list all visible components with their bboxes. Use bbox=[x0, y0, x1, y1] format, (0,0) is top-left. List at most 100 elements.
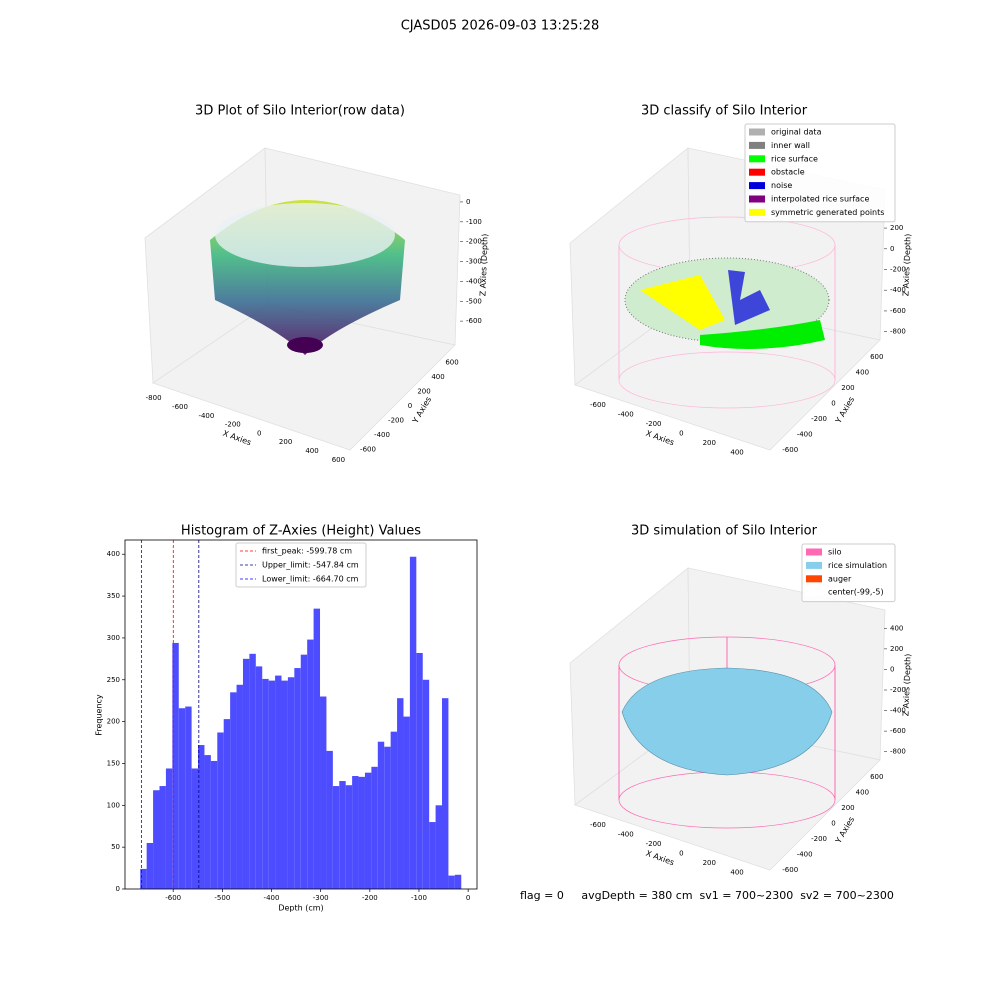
bar bbox=[185, 706, 192, 889]
y-tick-label: 400 bbox=[856, 368, 869, 376]
x-tick-label: 200 bbox=[703, 859, 716, 867]
y-tick-label: 600 bbox=[445, 358, 458, 366]
legend-box bbox=[235, 542, 367, 588]
bar bbox=[326, 750, 333, 889]
y-tick-label: 300 bbox=[107, 634, 120, 642]
bar bbox=[140, 868, 147, 889]
x-tick-label: 600 bbox=[332, 456, 345, 464]
z-tick-label: 200 bbox=[890, 645, 903, 653]
z-tick-label: -600 bbox=[890, 727, 906, 735]
legend-label: noise bbox=[771, 181, 792, 190]
y-tick-label: 0 bbox=[831, 820, 835, 828]
legend-box bbox=[801, 543, 896, 603]
y-tick-label: 200 bbox=[417, 387, 430, 395]
panel-title: 3D simulation of Silo Interior bbox=[631, 524, 818, 539]
z-tick-label: -800 bbox=[890, 328, 906, 336]
bar bbox=[165, 768, 173, 889]
x-tick-label: -400 bbox=[264, 894, 280, 902]
point-cloud bbox=[728, 270, 770, 325]
z-tick-label: -200 bbox=[890, 686, 906, 694]
bar bbox=[281, 680, 288, 889]
footer: flag = 0 avgDepth = 380 cm sv1 = 700~230… bbox=[520, 889, 894, 902]
bar bbox=[416, 652, 423, 889]
z-tick-label: 400 bbox=[890, 624, 903, 632]
x-tick-label: -400 bbox=[198, 412, 214, 420]
z-axis-label: Z Axies (Depth) bbox=[901, 654, 912, 717]
z-tick-label: 0 bbox=[890, 665, 894, 673]
y-axis-label: Frequency bbox=[95, 694, 104, 736]
bar bbox=[358, 776, 365, 889]
x-tick-label: 400 bbox=[730, 448, 743, 456]
z-tick-label: -400 bbox=[890, 707, 906, 715]
bar bbox=[275, 675, 282, 889]
legend-swatch bbox=[749, 182, 765, 190]
bar bbox=[403, 716, 410, 889]
y-tick-label: -400 bbox=[374, 431, 390, 439]
legend-label: rice simulation bbox=[828, 561, 887, 570]
bar bbox=[435, 805, 443, 889]
bar bbox=[313, 608, 321, 889]
y-tick-label: 100 bbox=[107, 801, 120, 809]
bar bbox=[262, 678, 269, 889]
legend-swatch bbox=[749, 195, 765, 203]
legend-label: obstacle bbox=[771, 168, 805, 177]
legend-label: auger bbox=[828, 574, 852, 583]
x-tick-label: -600 bbox=[172, 403, 188, 411]
legend-label: inner wall bbox=[771, 141, 810, 150]
y-tick-label: 600 bbox=[870, 773, 883, 781]
z-tick-label: -600 bbox=[890, 307, 906, 315]
panel-title: Histogram of Z-Axies (Height) Values bbox=[181, 524, 421, 539]
y-tick-label: 400 bbox=[107, 550, 120, 558]
panel-title: 3D Plot of Silo Interior(row data) bbox=[195, 104, 405, 119]
z-tick-label: -800 bbox=[890, 748, 906, 756]
x-tick-label: 400 bbox=[730, 868, 743, 876]
x-tick-label: -200 bbox=[646, 840, 662, 848]
bar bbox=[429, 822, 436, 889]
z-tick-label: -200 bbox=[466, 238, 482, 246]
legend-swatch bbox=[749, 168, 765, 176]
y-tick-label: -400 bbox=[797, 431, 813, 439]
y-tick-label: 350 bbox=[107, 592, 120, 600]
z-axis-label: Z Axies (Depth) bbox=[478, 234, 489, 297]
bar bbox=[249, 653, 256, 889]
x-tick-label: -400 bbox=[618, 410, 634, 418]
legend-swatch bbox=[806, 575, 822, 583]
z-tick-label: -200 bbox=[890, 266, 906, 274]
bar bbox=[172, 642, 179, 889]
bar bbox=[352, 776, 359, 889]
y-tick-label: 200 bbox=[107, 718, 120, 726]
x-tick-label: 200 bbox=[279, 438, 292, 446]
legend-label: silo bbox=[828, 548, 842, 557]
bar bbox=[217, 732, 224, 889]
bar bbox=[422, 679, 430, 889]
z-tick-label: -400 bbox=[466, 277, 482, 285]
z-tick-label: -100 bbox=[466, 218, 482, 226]
rice-simulation bbox=[621, 667, 833, 776]
x-tick-label: -600 bbox=[590, 401, 606, 409]
legend-swatch bbox=[749, 141, 765, 149]
figure-title: CJASD05 2026-09-03 13:25:28 bbox=[401, 19, 600, 34]
bar bbox=[159, 786, 166, 889]
bar bbox=[371, 766, 378, 889]
bar bbox=[223, 719, 231, 889]
bar bbox=[332, 786, 340, 889]
bar bbox=[448, 875, 455, 889]
x-tick-label: -500 bbox=[214, 894, 230, 902]
x-tick-label: -600 bbox=[590, 821, 606, 829]
x-tick-label: -100 bbox=[411, 894, 427, 902]
y-tick-label: 600 bbox=[870, 353, 883, 361]
bar bbox=[153, 790, 160, 889]
y-tick-label: 150 bbox=[107, 759, 120, 767]
y-tick-label: -600 bbox=[360, 446, 376, 454]
z-tick-label: -500 bbox=[466, 297, 482, 305]
bar bbox=[268, 680, 276, 889]
legend-label: first_peak: -599.78 cm bbox=[262, 547, 352, 556]
bar bbox=[178, 708, 186, 889]
axes-frame bbox=[124, 539, 478, 890]
y-tick-label: 0 bbox=[831, 400, 835, 408]
y-tick-label: -600 bbox=[782, 446, 798, 454]
x-tick-label: -200 bbox=[362, 894, 378, 902]
bar bbox=[345, 785, 353, 889]
y-tick-label: 200 bbox=[841, 384, 854, 392]
